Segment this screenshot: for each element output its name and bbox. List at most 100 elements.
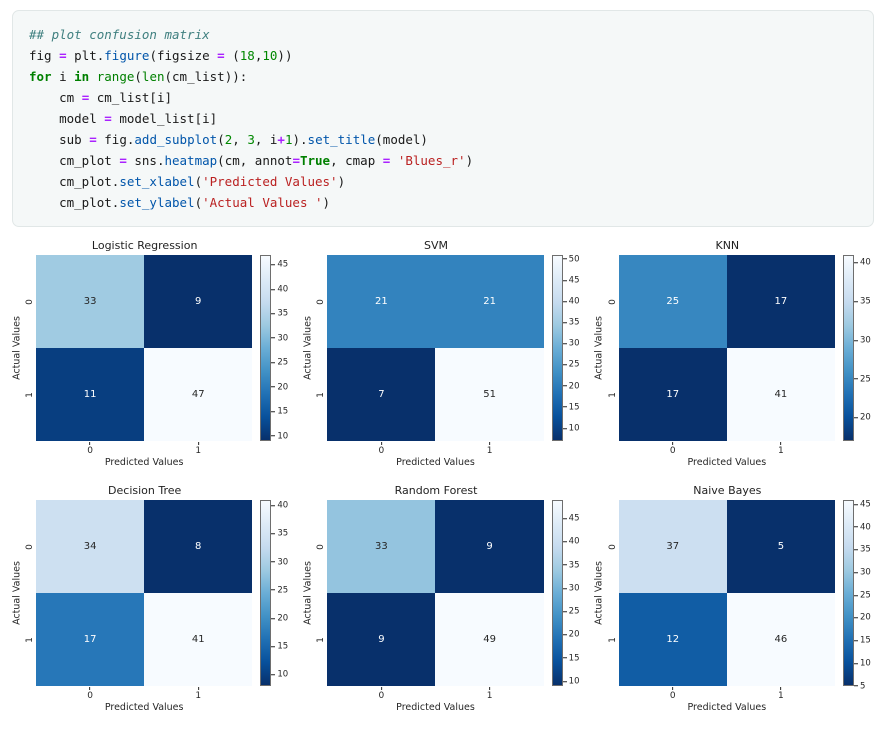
colorbar-tick-value: 35 bbox=[568, 317, 580, 328]
code-token: model_list[i] bbox=[111, 111, 218, 126]
code-token: ( bbox=[134, 69, 142, 84]
colorbar-tick: 40 bbox=[271, 501, 288, 510]
colorbar-tick-mark bbox=[271, 288, 276, 290]
colorbar-tick: 20 bbox=[271, 614, 288, 623]
code-token: cm_plot. bbox=[29, 174, 120, 189]
heatmap-cell: 9 bbox=[435, 500, 544, 593]
colorbar-tick: 35 bbox=[854, 546, 871, 555]
code-token: = bbox=[81, 90, 90, 105]
colorbar-tick-value: 5 bbox=[860, 680, 866, 691]
y-tick-label: 1 bbox=[607, 636, 618, 643]
colorbar-tick-mark bbox=[271, 362, 276, 364]
code-token: set_title bbox=[307, 132, 376, 147]
colorbar bbox=[551, 255, 563, 441]
axis-spacer bbox=[301, 701, 327, 713]
colorbar-tick-mark bbox=[854, 504, 858, 506]
y-tick-label: 1 bbox=[607, 391, 618, 398]
code-token: cm bbox=[29, 90, 82, 105]
axis-spacer bbox=[835, 456, 876, 468]
y-tick-label: 0 bbox=[25, 298, 36, 305]
colorbar-tick-value: 30 bbox=[277, 556, 289, 567]
code-token: = bbox=[59, 48, 67, 63]
x-tick-label: 0 bbox=[670, 442, 676, 456]
heatmap: 33 9 9 49 bbox=[327, 500, 544, 686]
code-token: = bbox=[89, 132, 97, 147]
colorbar-tick: 25 bbox=[271, 586, 288, 595]
code-token: = bbox=[292, 153, 300, 168]
code-token: 'Blues_r' bbox=[397, 153, 466, 168]
colorbar-tick-value: 15 bbox=[277, 406, 289, 417]
x-label-row: Predicted Values bbox=[593, 456, 876, 468]
code-line: sub = fig.add_subplot(2, 3, i+1).set_tit… bbox=[29, 129, 857, 150]
colorbar-tick: 45 bbox=[271, 261, 288, 270]
colorbar-tick-mark bbox=[562, 541, 567, 543]
heatmap-cell: 37 bbox=[618, 500, 727, 593]
code-token: = bbox=[217, 48, 225, 63]
code-token: add_subplot bbox=[134, 132, 218, 147]
colorbar-tick: 35 bbox=[562, 561, 579, 570]
colorbar-tick: 50 bbox=[562, 255, 579, 264]
plot-title: Logistic Regression bbox=[91, 239, 198, 252]
colorbar-tick-mark bbox=[271, 264, 276, 266]
colorbar-tick-value: 25 bbox=[277, 584, 289, 595]
colorbar-tick: 35 bbox=[854, 297, 871, 306]
x-tick-label: 1 bbox=[195, 442, 201, 456]
heatmap-cell: 21 bbox=[435, 255, 544, 348]
colorbar-tick-labels: 20 25 30 35 40 bbox=[854, 255, 875, 441]
code-cell[interactable]: ## plot confusion matrix fig = plt.figure… bbox=[12, 10, 874, 227]
colorbar-tick-mark bbox=[271, 505, 276, 507]
code-token: 'Predicted Values' bbox=[202, 174, 338, 189]
code-line: cm_plot.set_xlabel('Predicted Values') bbox=[29, 171, 857, 192]
code-token: , bbox=[254, 48, 263, 63]
heatmap-cell: 34 bbox=[36, 500, 145, 593]
colorbar-tick-mark bbox=[562, 634, 567, 636]
axis-spacer bbox=[544, 456, 585, 468]
code-lines: ## plot confusion matrix fig = plt.figure… bbox=[29, 24, 857, 213]
code-token bbox=[89, 69, 97, 84]
plot-title: Decision Tree bbox=[108, 484, 182, 497]
y-axis-label: Actual Values bbox=[593, 316, 605, 380]
code-token: sns. bbox=[126, 153, 165, 168]
colorbar-tick-mark bbox=[271, 411, 276, 413]
colorbar-tick-mark bbox=[562, 364, 567, 366]
colorbar-tick: 45 bbox=[562, 276, 579, 285]
colorbar-tick-value: 25 bbox=[860, 373, 871, 384]
colorbar-tick-mark bbox=[854, 549, 858, 551]
colorbar-tick-mark bbox=[854, 262, 858, 264]
axis-spacer bbox=[252, 701, 293, 713]
code-token: fig. bbox=[96, 132, 135, 147]
code-token: , bbox=[232, 132, 248, 147]
colorbar bbox=[260, 255, 272, 441]
colorbar-tick: 15 bbox=[271, 407, 288, 416]
y-tick-label: 0 bbox=[316, 298, 327, 305]
colorbar-tick-value: 35 bbox=[860, 544, 871, 555]
code-token: = bbox=[104, 111, 112, 126]
colorbar-tick-mark bbox=[854, 662, 858, 664]
heatmap: 25 17 17 41 bbox=[618, 255, 835, 441]
colorbar-tick-value: 45 bbox=[568, 513, 580, 524]
code-token: figure bbox=[104, 48, 150, 63]
colorbar-tick-mark bbox=[562, 343, 567, 345]
colorbar-tick: 25 bbox=[854, 591, 871, 600]
colorbar-tick-value: 25 bbox=[860, 590, 871, 601]
code-token: (cm_list)): bbox=[164, 69, 248, 84]
heatmap-cell: 7 bbox=[327, 348, 436, 441]
x-tick-label: 1 bbox=[195, 687, 201, 701]
colorbar-tick-value: 40 bbox=[860, 521, 871, 532]
code-token: True bbox=[299, 153, 331, 168]
colorbar-tick-value: 35 bbox=[860, 296, 871, 307]
colorbar-tick: 40 bbox=[562, 297, 579, 306]
colorbar-tick-value: 30 bbox=[860, 335, 871, 345]
colorbar-tick-value: 40 bbox=[568, 536, 580, 547]
x-axis-label: Predicted Values bbox=[396, 702, 475, 713]
code-token: = bbox=[382, 153, 391, 168]
code-token: ). bbox=[292, 132, 308, 147]
code-token: cm_list[i] bbox=[89, 90, 173, 105]
